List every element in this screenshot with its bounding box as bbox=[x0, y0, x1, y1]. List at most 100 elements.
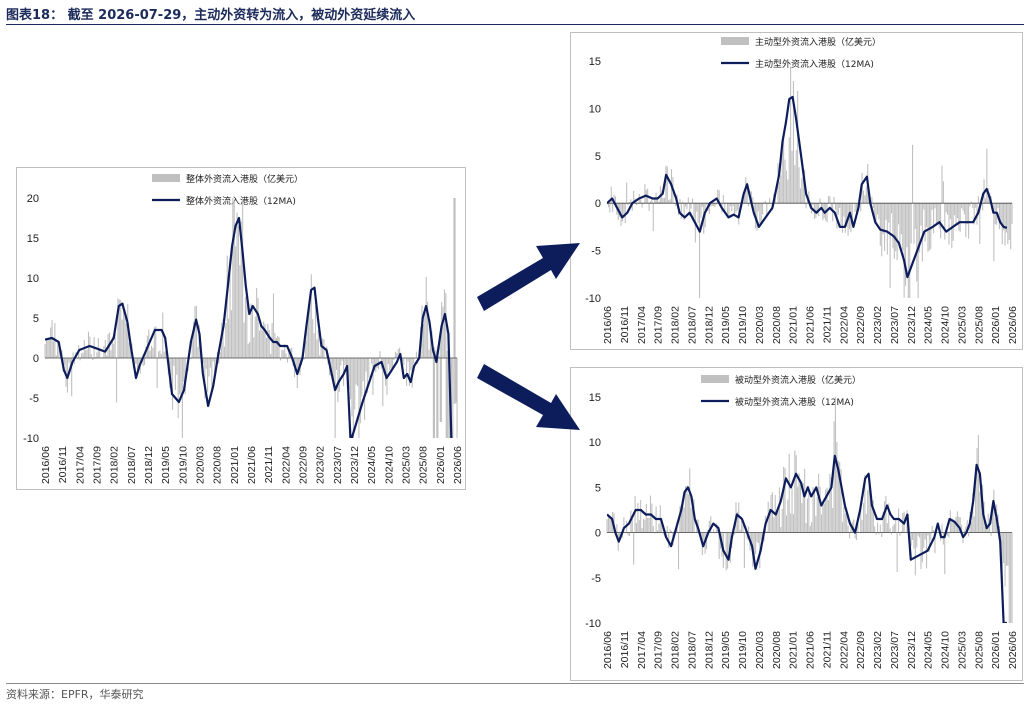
flow-bar bbox=[690, 507, 692, 533]
x-tick-label: 2016/11 bbox=[619, 306, 631, 343]
flow-bar bbox=[48, 337, 50, 358]
flow-bar bbox=[670, 530, 673, 533]
flow-bar bbox=[666, 166, 668, 204]
flow-bar bbox=[410, 358, 412, 371]
legend-line-label: 主动型外资流入港股（12MA) bbox=[755, 58, 874, 70]
flow-bar bbox=[951, 518, 953, 533]
flow-bar bbox=[307, 303, 310, 358]
flow-bar bbox=[401, 358, 403, 362]
x-tick-label: 2019/05 bbox=[720, 631, 732, 669]
flow-bar bbox=[928, 203, 930, 251]
flow-bar bbox=[656, 196, 659, 204]
flow-bar bbox=[115, 358, 118, 403]
x-tick-label: 2022/09 bbox=[855, 306, 867, 344]
flow-bar bbox=[687, 197, 689, 204]
flow-bar bbox=[121, 319, 123, 358]
flow-bar bbox=[288, 349, 290, 358]
flow-bar bbox=[954, 522, 956, 533]
flow-bar bbox=[236, 212, 238, 358]
flow-bar bbox=[314, 305, 317, 358]
flow-bar bbox=[679, 199, 681, 204]
flow-bar bbox=[371, 358, 373, 364]
x-tick-label: 2017/04 bbox=[636, 631, 648, 669]
flow-bar bbox=[823, 503, 825, 533]
flow-bar bbox=[756, 532, 758, 543]
flow-bar bbox=[393, 358, 395, 360]
flow-bar bbox=[640, 499, 642, 533]
flow-bar bbox=[940, 203, 942, 239]
flow-bar bbox=[729, 203, 731, 207]
flow-bar bbox=[846, 509, 848, 533]
flow-bar bbox=[333, 358, 335, 380]
flow-bar bbox=[249, 342, 251, 358]
active-bars bbox=[606, 66, 1013, 298]
flow-bar bbox=[286, 358, 289, 363]
flow-bar bbox=[277, 335, 279, 358]
arrow-down-right-shape bbox=[477, 364, 580, 430]
flow-bar bbox=[900, 531, 902, 533]
flow-bar bbox=[442, 306, 444, 358]
flow-bar bbox=[980, 489, 982, 533]
flow-bar bbox=[923, 203, 925, 210]
flow-bar bbox=[1008, 203, 1010, 240]
flow-bar bbox=[913, 532, 915, 549]
x-tick-label: 2026/06 bbox=[1007, 631, 1019, 669]
flow-bar bbox=[930, 203, 932, 249]
flow-bar bbox=[1001, 532, 1003, 581]
flow-bar bbox=[644, 184, 646, 204]
x-tick-label: 2021/06 bbox=[246, 446, 258, 484]
flow-bar bbox=[853, 519, 855, 533]
flow-bar bbox=[689, 203, 691, 217]
flow-bar bbox=[663, 197, 666, 204]
flow-bar bbox=[785, 515, 787, 533]
flow-bar bbox=[282, 350, 284, 358]
x-tick-label: 2022/04 bbox=[838, 631, 850, 669]
flow-bar bbox=[689, 468, 691, 533]
flow-bar bbox=[769, 197, 771, 204]
flow-bar bbox=[755, 532, 757, 555]
flow-bar bbox=[722, 195, 724, 204]
flow-bar bbox=[757, 203, 759, 212]
flow-bar bbox=[921, 203, 923, 262]
flow-bar bbox=[710, 516, 712, 533]
flow-bar bbox=[969, 203, 971, 207]
x-tick-label: 2023/12 bbox=[349, 446, 361, 484]
flow-bar bbox=[895, 203, 897, 252]
flow-bar bbox=[691, 507, 694, 533]
flow-bar bbox=[669, 528, 671, 533]
flow-bar bbox=[705, 203, 708, 205]
flow-bar bbox=[843, 203, 845, 217]
flow-bar bbox=[258, 330, 261, 358]
flow-bar bbox=[312, 319, 314, 358]
x-tick-label: 2021/01 bbox=[229, 446, 241, 484]
flow-bar bbox=[708, 520, 710, 533]
flow-bar bbox=[435, 350, 437, 358]
flow-bar bbox=[710, 203, 712, 207]
x-tick-label: 2018/02 bbox=[109, 446, 121, 484]
flow-bar bbox=[162, 312, 164, 358]
flow-bar bbox=[883, 203, 886, 252]
flow-bar bbox=[422, 324, 424, 358]
flow-bar bbox=[998, 203, 1000, 230]
flow-bar bbox=[614, 196, 617, 204]
flow-bar bbox=[987, 513, 989, 533]
flow-bar bbox=[190, 358, 192, 360]
x-tick-label: 2020/03 bbox=[754, 306, 766, 344]
flow-bar bbox=[913, 203, 915, 244]
flow-bar bbox=[631, 203, 633, 211]
y-tick-label: -5 bbox=[29, 393, 39, 405]
flow-bar bbox=[351, 358, 353, 417]
flow-bar bbox=[886, 523, 888, 533]
flow-bar bbox=[261, 330, 263, 358]
flow-bar bbox=[889, 203, 891, 288]
flow-bar bbox=[883, 501, 886, 533]
flow-bar bbox=[205, 358, 207, 369]
x-tick-label: 2024/05 bbox=[923, 306, 935, 344]
flow-bar bbox=[843, 506, 845, 533]
flow-bar bbox=[627, 203, 629, 206]
flow-bar bbox=[868, 476, 870, 533]
flow-bar bbox=[193, 321, 195, 358]
flow-bar bbox=[453, 198, 456, 358]
flow-bar bbox=[55, 355, 57, 358]
flow-bar bbox=[924, 532, 926, 540]
